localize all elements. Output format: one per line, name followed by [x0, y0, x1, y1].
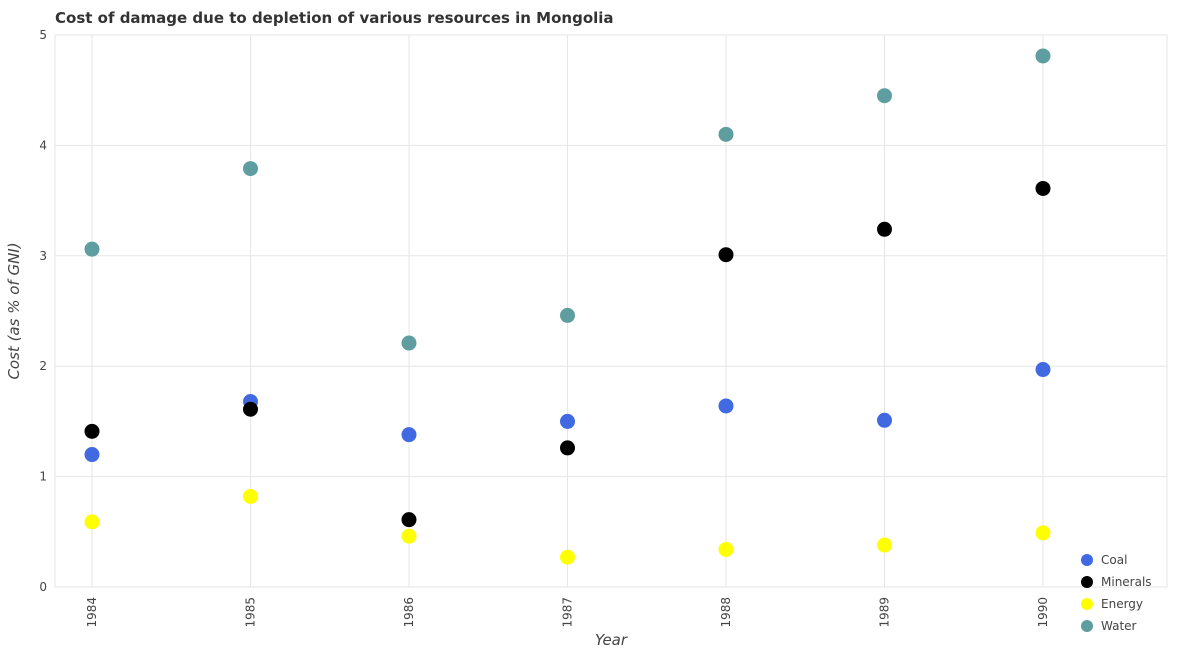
energy-point: [84, 514, 100, 530]
legend-label-coal: Coal: [1101, 553, 1127, 567]
coal-point: [1035, 362, 1051, 378]
y-tick-label: 0: [39, 580, 47, 594]
energy-point: [401, 528, 417, 544]
grid-lines: [54, 34, 1168, 588]
minerals-point: [560, 440, 575, 456]
minerals-point: [84, 423, 100, 439]
x-axis-title: Year: [595, 631, 628, 649]
data-points: [84, 48, 1051, 565]
x-tick-label: 1984: [85, 597, 99, 628]
water-point: [718, 126, 734, 142]
x-tick-label: 1990: [1036, 597, 1050, 628]
minerals-point: [1035, 180, 1051, 196]
legend-marker-minerals: [1081, 576, 1093, 588]
x-tick-label: 1987: [561, 597, 575, 628]
minerals-point: [718, 247, 734, 263]
energy-point: [560, 549, 575, 565]
x-tick-label: 1985: [244, 597, 258, 628]
legend-marker-water: [1081, 620, 1093, 632]
energy-point: [243, 488, 258, 504]
minerals-point: [401, 512, 417, 528]
legend: Coal Minerals Energy Water: [1081, 553, 1152, 633]
minerals-point: [877, 221, 892, 237]
legend-marker-coal: [1081, 554, 1093, 566]
legend-label-energy: Energy: [1101, 597, 1143, 611]
coal-point: [84, 447, 100, 463]
y-tick-label: 1: [39, 470, 47, 484]
water-point: [401, 335, 417, 351]
y-axis-title: Cost (as % of GNI): [5, 242, 23, 379]
y-tick-label: 3: [39, 249, 47, 263]
coal-point: [877, 412, 892, 428]
water-point: [84, 241, 100, 257]
y-tick-label: 4: [39, 138, 47, 152]
x-tick-label: 1986: [402, 597, 416, 628]
coal-point: [718, 398, 734, 414]
legend-marker-energy: [1081, 598, 1093, 610]
axis-ticks: 0 1 2 3 4 5 1984 1985 1986 1987 1988 1989 1990: [39, 28, 1050, 628]
water-point: [560, 307, 575, 323]
coal-point: [401, 427, 417, 443]
water-point: [243, 161, 258, 177]
water-point: [877, 88, 892, 104]
chart-title: Cost of damage due to depletion of vario…: [55, 9, 614, 27]
water-point: [1035, 48, 1051, 64]
y-tick-label: 2: [39, 359, 47, 373]
x-tick-label: 1989: [878, 597, 892, 628]
energy-point: [718, 541, 734, 557]
minerals-point: [243, 401, 258, 417]
coal-point: [560, 413, 575, 429]
legend-label-water: Water: [1101, 619, 1137, 633]
legend-label-minerals: Minerals: [1101, 575, 1152, 589]
x-tick-label: 1988: [719, 597, 733, 628]
y-tick-label: 5: [39, 28, 47, 42]
plot-frame: [54, 34, 1168, 588]
energy-point: [877, 537, 892, 553]
energy-point: [1035, 525, 1051, 541]
